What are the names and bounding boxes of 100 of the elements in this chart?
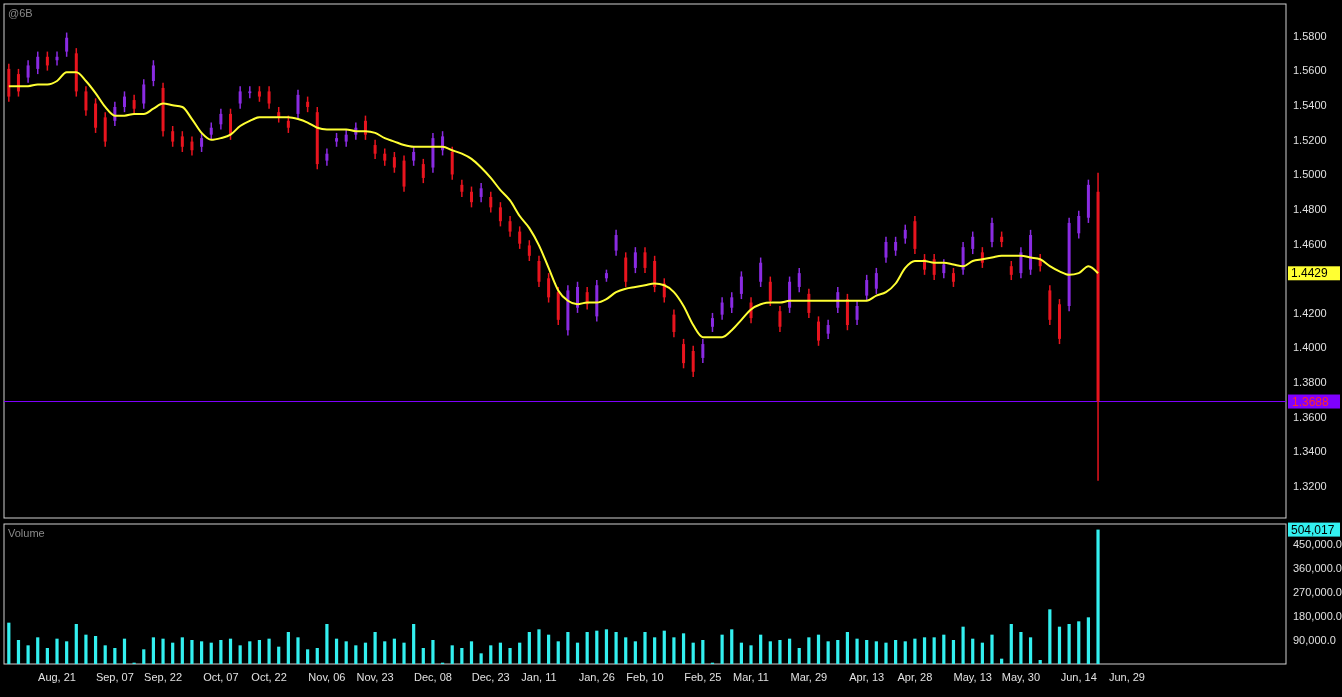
bar [363, 642, 368, 664]
candlestick [84, 85, 88, 117]
candlestick [778, 305, 782, 333]
chart-title: Volume [8, 527, 45, 539]
candlestick [682, 338, 686, 370]
bar [961, 626, 965, 664]
candlestick [614, 229, 618, 257]
bar [392, 638, 396, 664]
x-tick-label: Sep, 22 [144, 671, 183, 683]
bar [836, 640, 840, 664]
bar [16, 640, 21, 664]
bar [797, 648, 801, 664]
bar [228, 638, 233, 664]
candlestick [874, 267, 878, 295]
bar [672, 637, 676, 664]
candlestick [1019, 246, 1023, 280]
x-tick-label: Jan, 26 [578, 671, 615, 683]
x-tick-label: Mar, 29 [790, 671, 828, 683]
x-tick-label: Dec, 08 [413, 671, 452, 683]
bar [248, 641, 252, 664]
x-tick-label: Nov, 06 [308, 671, 346, 683]
candlestick [151, 59, 155, 87]
y-tick-label: 1.5000 [1293, 168, 1327, 181]
candlestick [547, 272, 551, 304]
bar [884, 642, 888, 664]
bar [720, 634, 724, 664]
bar [575, 642, 580, 664]
x-tick-label: Mar, 11 [733, 671, 769, 683]
candlestick [229, 107, 233, 141]
x-tick-label: May, 13 [953, 671, 992, 683]
candlestick [884, 236, 888, 264]
y-tick-label: 1.5400 [1293, 99, 1327, 112]
bar [807, 637, 811, 664]
y-tick-label: 1.4200 [1293, 306, 1327, 319]
bar [354, 645, 358, 664]
y-tick-label: 1.5800 [1293, 29, 1327, 42]
bar [951, 640, 956, 664]
bar [334, 638, 339, 664]
candlestick [45, 50, 49, 72]
bar [537, 629, 541, 664]
bar [845, 632, 850, 664]
bar [373, 632, 377, 664]
bar [942, 634, 946, 664]
bar [585, 632, 589, 664]
candlestick [450, 146, 454, 181]
candlestick [171, 125, 175, 148]
bar [402, 642, 406, 664]
bar [816, 634, 821, 664]
chart-title: @6B [8, 7, 33, 19]
bar [200, 641, 204, 664]
bar [238, 645, 242, 664]
candlestick [633, 246, 637, 274]
candlestick [421, 158, 425, 184]
candlestick [180, 130, 184, 153]
x-tick-label: Sep, 07 [95, 671, 134, 683]
bar [1067, 624, 1071, 664]
bar [1009, 624, 1013, 664]
candlestick [518, 225, 522, 250]
candlestick [720, 296, 724, 321]
bar [412, 624, 416, 664]
bar [113, 648, 117, 664]
y-tick-label: 1.3800 [1293, 375, 1327, 388]
x-tick-label: Oct, 07 [203, 671, 239, 683]
candlestick [190, 135, 194, 157]
bar [778, 640, 782, 664]
y-tick-label: 1.4600 [1293, 237, 1327, 250]
bar [624, 637, 628, 664]
bar [1086, 617, 1090, 664]
candlestick [373, 139, 377, 160]
candlestick [527, 239, 531, 262]
x-tick-label: Feb, 25 [684, 671, 722, 683]
candlestick [248, 85, 252, 100]
ref-line-label: 1.3688 [1292, 394, 1330, 409]
bar [990, 634, 994, 664]
candlestick [508, 215, 512, 238]
candlestick [392, 151, 396, 174]
bar [730, 629, 734, 664]
candlestick [865, 274, 869, 302]
candlestick [951, 267, 955, 288]
bar [633, 641, 637, 664]
bar [498, 642, 503, 664]
y-tick-label: 180,000.0 [1293, 609, 1342, 622]
y-tick-label: 450,000.0 [1293, 537, 1342, 550]
bar [508, 648, 512, 664]
bar [55, 638, 59, 664]
candlestick [768, 275, 772, 307]
bar [701, 640, 705, 664]
bar [469, 641, 474, 664]
bar [1019, 632, 1023, 664]
y-tick-label: 1.5200 [1293, 133, 1327, 146]
bar [653, 637, 657, 664]
candlestick [142, 78, 146, 110]
bar [768, 641, 772, 664]
candlestick [36, 50, 40, 75]
candlestick [55, 50, 59, 67]
bar [479, 653, 483, 664]
candlestick [826, 319, 830, 340]
bar [74, 624, 78, 664]
bar [1077, 621, 1081, 664]
candlestick [200, 132, 204, 153]
